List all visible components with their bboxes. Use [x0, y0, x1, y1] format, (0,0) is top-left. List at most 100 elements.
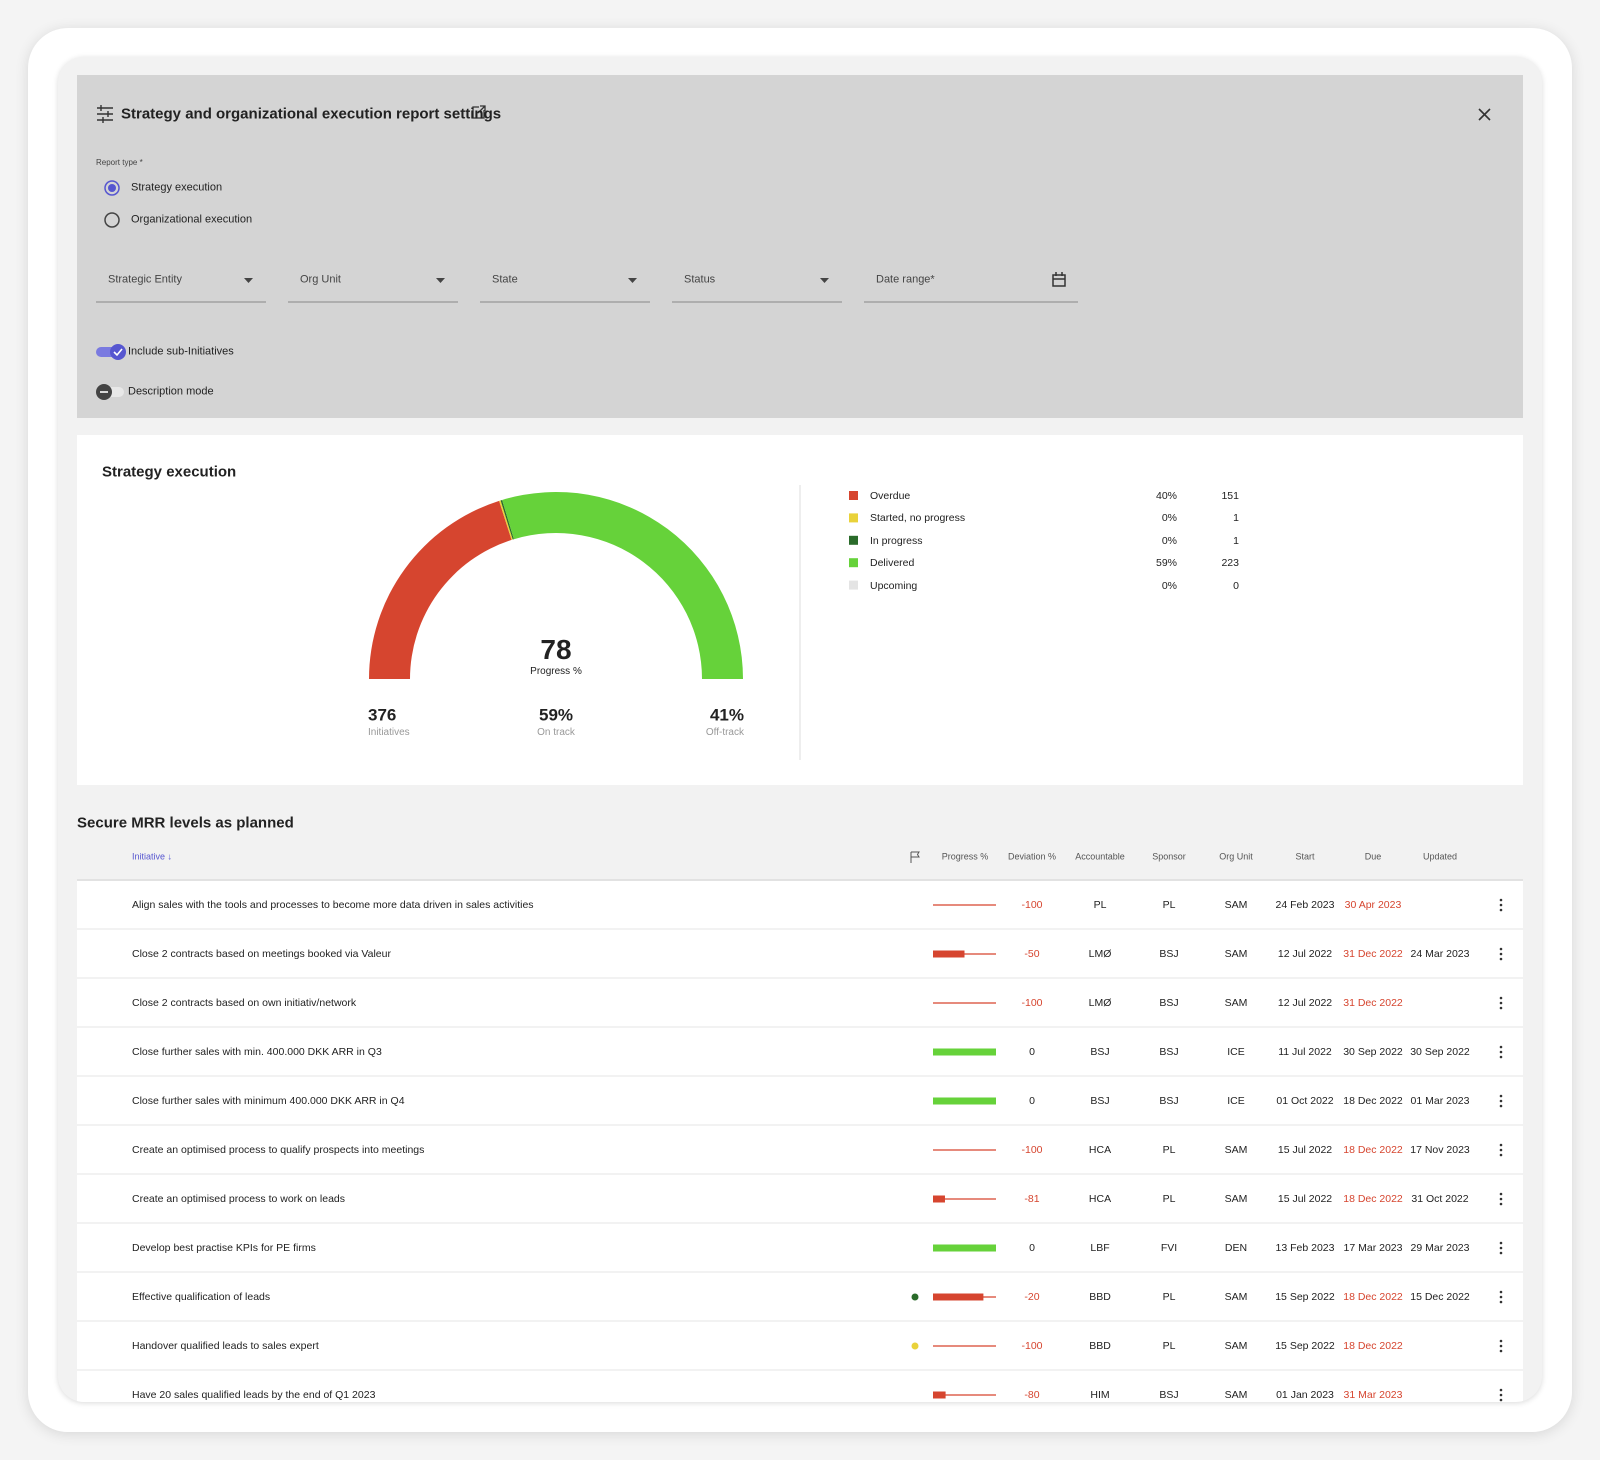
sponsor: PL	[1162, 1290, 1176, 1303]
sponsor: BSJ	[1159, 1045, 1179, 1058]
table-row	[77, 1322, 1523, 1369]
row-menu[interactable]	[1499, 1398, 1503, 1402]
radio-button[interactable]	[104, 212, 120, 228]
row-menu[interactable]	[1499, 1055, 1503, 1059]
column-header[interactable]: Progress %	[941, 851, 989, 862]
external-link-icon[interactable]	[472, 105, 486, 119]
radio-label: Strategy execution	[131, 181, 223, 194]
legend-swatch	[849, 535, 858, 545]
initiative-name[interactable]: Close further sales with minimum 400.000…	[132, 1094, 405, 1107]
row-menu[interactable]	[1499, 1001, 1503, 1005]
row-menu[interactable]	[1499, 952, 1503, 956]
due-date: 31 Dec 2022	[1343, 947, 1403, 960]
deviation: -100	[1021, 1143, 1043, 1156]
row-menu[interactable]	[1499, 1050, 1503, 1054]
row-menu[interactable]	[1499, 1300, 1503, 1304]
row-menu[interactable]	[1499, 1153, 1503, 1157]
due-date: 18 Dec 2022	[1343, 1339, 1403, 1352]
accountable: LBF	[1090, 1241, 1110, 1254]
accountable: BSJ	[1090, 1045, 1110, 1058]
table-row	[77, 1126, 1523, 1173]
progress-bar	[933, 1048, 996, 1056]
date-range-label[interactable]: Date range*	[876, 273, 935, 286]
row-menu[interactable]	[1499, 903, 1503, 907]
row-menu[interactable]	[1499, 996, 1503, 1000]
updated-date: 31 Oct 2022	[1411, 1192, 1469, 1205]
legend-label: Upcoming	[870, 579, 918, 592]
radio-button[interactable]	[104, 180, 120, 196]
initiative-name[interactable]: Have 20 sales qualified leads by the end…	[132, 1388, 376, 1401]
row-menu[interactable]	[1499, 1202, 1503, 1206]
row-menu[interactable]	[1499, 1339, 1503, 1343]
org-unit: ICE	[1227, 1045, 1245, 1058]
dropdown-caret	[820, 278, 829, 283]
row-menu[interactable]	[1499, 1148, 1503, 1152]
start-date: 15 Sep 2022	[1275, 1290, 1335, 1303]
legend-swatch	[849, 491, 858, 500]
flag-dot	[911, 1342, 919, 1350]
dropdown-label[interactable]: Strategic Entity	[108, 273, 182, 286]
row-menu[interactable]	[1499, 908, 1503, 912]
close-button[interactable]	[1478, 108, 1491, 121]
legend-swatch	[849, 558, 858, 568]
column-header[interactable]: Due	[1364, 851, 1382, 862]
deviation: -81	[1024, 1192, 1040, 1205]
column-header[interactable]: Org Unit	[1219, 851, 1253, 862]
row-menu[interactable]	[1499, 957, 1503, 961]
sponsor: PL	[1162, 1339, 1176, 1352]
legend-swatch	[849, 513, 858, 523]
progress-bar	[933, 1195, 945, 1203]
table-row	[77, 1028, 1523, 1075]
initiative-name[interactable]: Align sales with the tools and processes…	[132, 898, 534, 911]
initiative-name[interactable]: Develop best practise KPIs for PE firms	[132, 1241, 316, 1254]
column-header[interactable]: Sponsor	[1152, 851, 1186, 862]
deviation: -50	[1024, 947, 1040, 960]
row-menu[interactable]	[1499, 947, 1503, 951]
row-menu[interactable]	[1499, 1349, 1503, 1353]
gauge-value: 78	[540, 634, 572, 665]
legend-label: Overdue	[870, 489, 911, 502]
row-menu[interactable]	[1499, 1246, 1503, 1250]
column-header[interactable]: Accountable	[1075, 851, 1125, 862]
column-header[interactable]: Start	[1295, 851, 1315, 862]
dropdown-label[interactable]: Status	[684, 273, 716, 286]
table-row	[77, 1224, 1523, 1271]
column-header[interactable]: Updated	[1422, 851, 1458, 862]
row-menu[interactable]	[1499, 1192, 1503, 1196]
initiative-name[interactable]: Handover qualified leads to sales expert	[132, 1339, 319, 1352]
row-menu[interactable]	[1499, 1197, 1503, 1201]
initiative-name[interactable]: Close 2 contracts based on meetings book…	[132, 947, 391, 960]
calendar-icon[interactable]	[1052, 272, 1066, 287]
start-date: 15 Jul 2022	[1277, 1143, 1333, 1156]
accountable: LMØ	[1088, 996, 1112, 1009]
row-menu[interactable]	[1499, 1388, 1503, 1392]
legend-percent: 0%	[1161, 579, 1177, 592]
row-menu[interactable]	[1499, 1143, 1503, 1147]
row-menu[interactable]	[1499, 1295, 1503, 1299]
initiative-name[interactable]: Close further sales with min. 400.000 DK…	[132, 1045, 382, 1058]
initiative-name[interactable]: Effective qualification of leads	[132, 1290, 271, 1303]
row-menu[interactable]	[1499, 1104, 1503, 1108]
sponsor: PL	[1162, 898, 1176, 911]
gauge-label: Progress %	[530, 666, 582, 677]
row-menu[interactable]	[1499, 1006, 1503, 1010]
initiative-name[interactable]: Close 2 contracts based on own initiativ…	[132, 996, 357, 1009]
column-header[interactable]: Deviation %	[1007, 851, 1057, 862]
row-menu[interactable]	[1499, 898, 1503, 902]
row-menu[interactable]	[1499, 1251, 1503, 1255]
row-menu[interactable]	[1499, 1094, 1503, 1098]
row-menu[interactable]	[1499, 1045, 1503, 1049]
initiative-name[interactable]: Create an optimised process to work on l…	[132, 1192, 346, 1205]
column-header[interactable]: Initiative ↓	[132, 851, 173, 862]
dropdown-label[interactable]: State	[492, 273, 518, 286]
row-menu[interactable]	[1499, 1099, 1503, 1103]
deviation: 0	[1029, 1045, 1035, 1058]
dropdown-label[interactable]: Org Unit	[300, 273, 341, 286]
dropdown-caret	[244, 278, 253, 283]
row-menu[interactable]	[1499, 1241, 1503, 1245]
initiative-name[interactable]: Create an optimised process to qualify p…	[132, 1143, 425, 1156]
row-menu[interactable]	[1499, 1393, 1503, 1397]
row-menu[interactable]	[1499, 1344, 1503, 1348]
row-menu[interactable]	[1499, 1290, 1503, 1294]
start-date: 11 Jul 2022	[1278, 1045, 1332, 1058]
